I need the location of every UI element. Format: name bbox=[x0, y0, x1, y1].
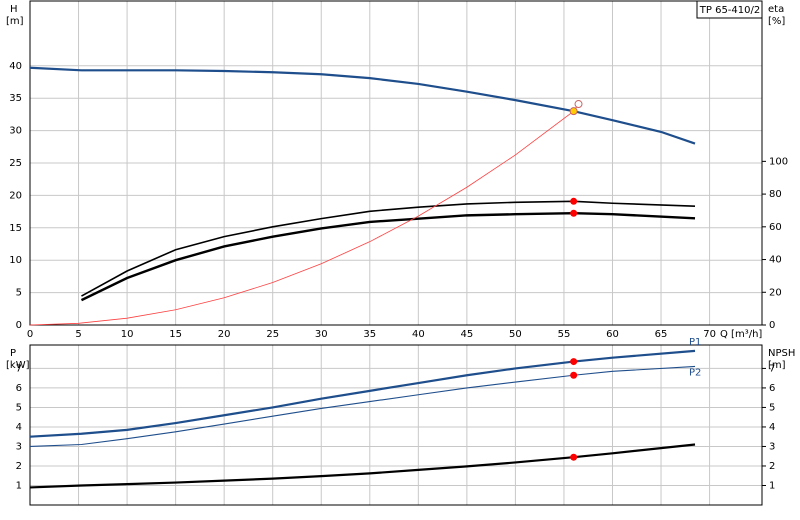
y-tick-label: 1 bbox=[16, 480, 22, 491]
y2-tick-label: 6 bbox=[769, 383, 775, 394]
y-tick-label: 15 bbox=[9, 223, 22, 234]
series-label: P2 bbox=[689, 367, 701, 378]
y2-tick-label: 2 bbox=[769, 461, 775, 472]
y-tick-label: 30 bbox=[9, 126, 22, 137]
duty-point bbox=[569, 107, 578, 116]
curve bbox=[81, 200, 696, 297]
duty-point bbox=[574, 100, 583, 109]
y2-tick-label: 3 bbox=[769, 441, 775, 452]
y-axis-unit: [kW] bbox=[6, 360, 30, 371]
duty-point bbox=[570, 209, 578, 217]
curve bbox=[29, 349, 696, 438]
y-tick-label: 25 bbox=[9, 158, 22, 169]
y2-tick-label: 4 bbox=[769, 422, 775, 433]
y-tick-label: 35 bbox=[9, 93, 22, 104]
y-tick-label: 5 bbox=[16, 288, 22, 299]
x-tick-label: 10 bbox=[121, 329, 134, 340]
y2-axis-label: eta bbox=[768, 4, 784, 15]
x-tick-label: 35 bbox=[363, 329, 376, 340]
y2-tick-label: 100 bbox=[769, 156, 788, 167]
series-label: P1 bbox=[689, 337, 701, 348]
x-tick-label: 5 bbox=[75, 329, 81, 340]
y2-tick-label: 60 bbox=[769, 222, 782, 233]
y2-tick-label: 7 bbox=[769, 363, 775, 374]
y-tick-label: 5 bbox=[16, 402, 22, 413]
y2-axis-unit: [m] bbox=[768, 360, 786, 371]
y-tick-label: 2 bbox=[16, 461, 22, 472]
y-tick-label: 4 bbox=[16, 422, 22, 433]
y-tick-label: 10 bbox=[9, 255, 22, 266]
plot-frame bbox=[29, 0, 763, 326]
x-tick-label: 45 bbox=[461, 329, 474, 340]
curve bbox=[29, 66, 696, 145]
y2-axis-label: NPSH bbox=[768, 348, 795, 359]
x-tick-label: 30 bbox=[315, 329, 328, 340]
x-tick-label: 15 bbox=[169, 329, 182, 340]
chart-title: TP 65-410/2 bbox=[699, 5, 760, 16]
x-tick-label: 60 bbox=[606, 329, 619, 340]
y2-tick-label: 5 bbox=[769, 402, 775, 413]
y-tick-label: 0 bbox=[16, 320, 22, 331]
y-tick-label: 20 bbox=[9, 190, 22, 201]
duty-point bbox=[570, 358, 578, 366]
y2-tick-label: 0 bbox=[769, 320, 775, 331]
x-tick-label: 20 bbox=[218, 329, 231, 340]
y-tick-label: 3 bbox=[16, 441, 22, 452]
duty-point bbox=[570, 453, 578, 461]
x-tick-label: 40 bbox=[412, 329, 425, 340]
title-box bbox=[696, 0, 763, 19]
x-tick-label: 55 bbox=[558, 329, 571, 340]
y-tick-label: 7 bbox=[16, 363, 22, 374]
curve bbox=[29, 443, 696, 489]
y2-tick-label: 40 bbox=[769, 255, 782, 266]
x-tick-label: 25 bbox=[266, 329, 279, 340]
y-axis-label: P bbox=[10, 348, 16, 359]
x-axis-label: Q [m³/h] bbox=[720, 329, 762, 340]
curve bbox=[80, 212, 696, 302]
curve bbox=[29, 365, 696, 448]
x-tick-label: 0 bbox=[27, 329, 33, 340]
duty-point bbox=[570, 371, 578, 379]
y2-tick-label: 1 bbox=[769, 480, 775, 491]
y-axis-unit: [m] bbox=[6, 16, 24, 27]
x-tick-label: 65 bbox=[655, 329, 668, 340]
duty-point bbox=[570, 197, 578, 205]
y2-tick-label: 20 bbox=[769, 287, 782, 298]
y2-tick-label: 80 bbox=[769, 189, 782, 200]
x-tick-label: 50 bbox=[509, 329, 522, 340]
plot-frame bbox=[29, 344, 763, 506]
y2-axis-unit: [%] bbox=[768, 16, 785, 27]
y-axis-label: H bbox=[10, 4, 18, 15]
y-tick-label: 40 bbox=[9, 61, 22, 72]
curve bbox=[29, 103, 579, 326]
x-tick-label: 70 bbox=[703, 329, 716, 340]
y-tick-label: 6 bbox=[16, 383, 22, 394]
